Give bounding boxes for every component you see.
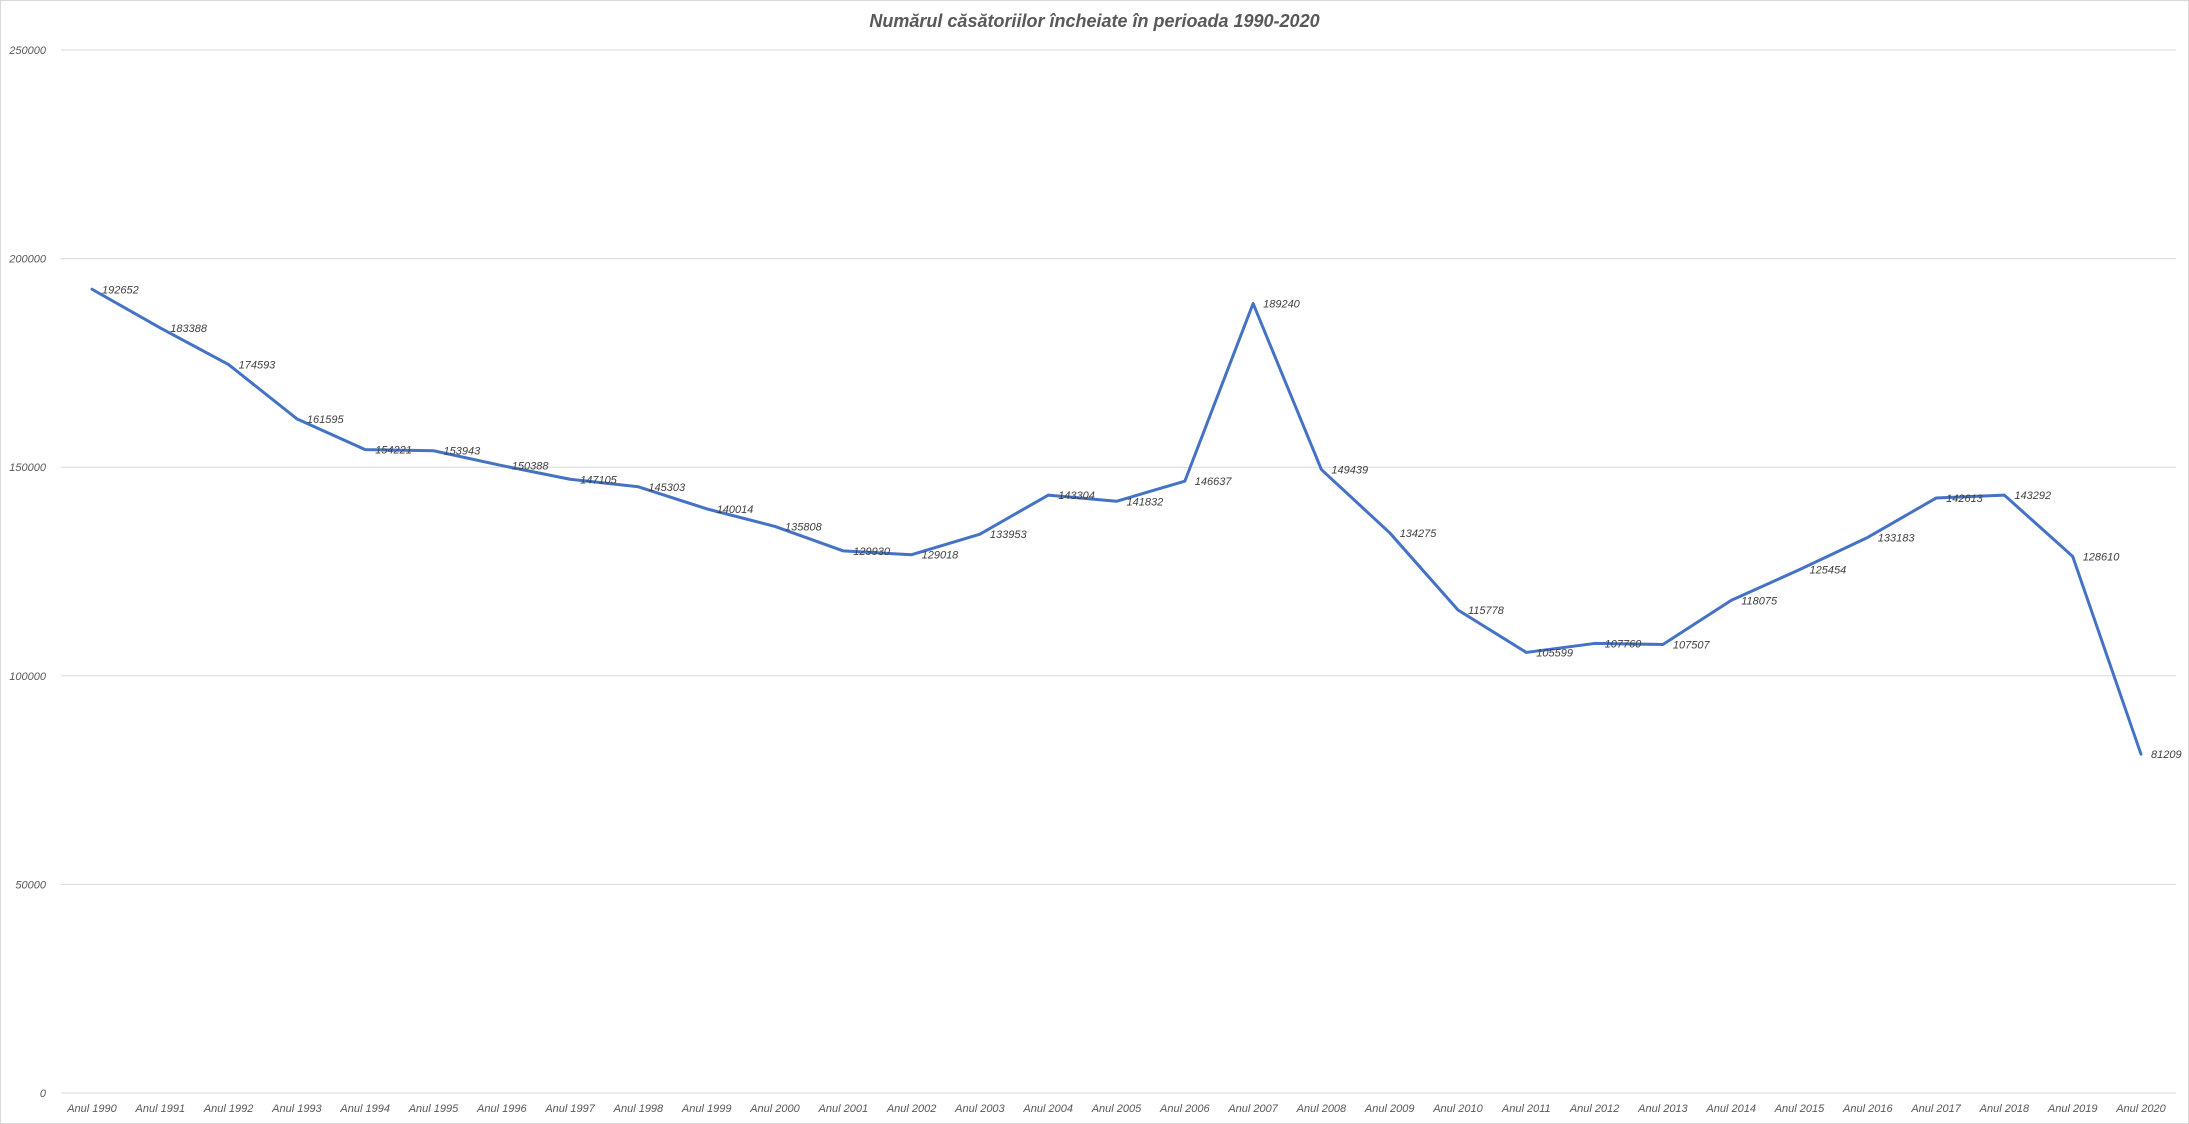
x-tick-label: Anul 2001	[818, 1103, 869, 1115]
data-label: 115778	[1468, 605, 1505, 617]
x-tick-label: Anul 1995	[408, 1103, 459, 1115]
series-line	[90, 287, 2143, 756]
x-tick-label: Anul 1997	[544, 1103, 595, 1115]
x-tick-label: Anul 1993	[271, 1103, 322, 1115]
x-tick-label: Anul 1996	[476, 1103, 527, 1115]
x-tick-label: Anul 2015	[1774, 1103, 1825, 1115]
data-label: 189240	[1263, 298, 1301, 310]
data-label: 143304	[1058, 490, 1095, 502]
x-tick-label: Anul 2018	[1979, 1103, 2030, 1115]
data-label: 149439	[1331, 465, 1368, 477]
x-tick-label: Anul 2019	[2047, 1103, 2098, 1115]
x-tick-label: Anul 2008	[1296, 1103, 1347, 1115]
data-label: 135808	[785, 521, 823, 533]
data-label: 146637	[1195, 476, 1233, 488]
x-tick-label: Anul 1992	[203, 1103, 254, 1115]
x-tick-label: Anul 2003	[954, 1103, 1005, 1115]
data-label: 153943	[444, 446, 482, 458]
x-tick-label: Anul 2020	[2115, 1103, 2166, 1115]
chart-title: Numărul căsătoriilor încheiate în perioa…	[869, 11, 1320, 31]
x-tick-label: Anul 1998	[613, 1103, 664, 1115]
data-label: 150388	[512, 461, 550, 473]
x-tick-label: Anul 2007	[1227, 1103, 1278, 1115]
x-tick-label: Anul 2004	[1022, 1103, 1073, 1115]
data-label: 143292	[2014, 490, 2051, 502]
data-label: 81209	[2151, 749, 2182, 761]
y-tick-label: 100000	[9, 671, 47, 683]
data-label: 141832	[1127, 496, 1164, 508]
x-tick-label: Anul 2002	[886, 1103, 937, 1115]
data-label: 129018	[922, 550, 960, 562]
data-label: 140014	[717, 504, 754, 516]
x-tick-label: Anul 2005	[1091, 1103, 1142, 1115]
data-label: 107507	[1673, 639, 1711, 651]
x-tick-label: Anul 2014	[1705, 1103, 1756, 1115]
x-tick-label: Anul 1999	[681, 1103, 732, 1115]
data-label: 107760	[1605, 638, 1643, 650]
data-label: 129930	[853, 546, 891, 558]
y-tick-label: 200000	[8, 254, 47, 266]
data-label: 145303	[648, 482, 686, 494]
data-label: 174593	[239, 360, 277, 372]
data-label: 133953	[990, 529, 1028, 541]
y-tick-label: 250000	[8, 45, 47, 57]
data-label: 147105	[580, 474, 618, 486]
y-tick-label: 0	[40, 1088, 47, 1100]
x-tick-label: Anul 1991	[135, 1103, 186, 1115]
data-label: 128610	[2083, 551, 2121, 563]
data-label: 118075	[1741, 595, 1778, 607]
x-tick-label: Anul 2012	[1569, 1103, 1620, 1115]
data-label: 133183	[1878, 532, 1916, 544]
data-label: 125454	[1810, 565, 1847, 577]
x-tick-label: Anul 2009	[1364, 1103, 1415, 1115]
x-tick-label: Anul 2010	[1432, 1103, 1483, 1115]
data-label: 134275	[1400, 528, 1438, 540]
x-tick-label: Anul 2011	[1501, 1103, 1551, 1115]
x-tick-label: Anul 2017	[1910, 1103, 1961, 1115]
y-tick-label: 150000	[9, 462, 47, 474]
x-tick-label: Anul 2000	[749, 1103, 800, 1115]
data-label: 142613	[1946, 493, 1984, 505]
x-tick-label: Anul 2016	[1842, 1103, 1893, 1115]
data-label: 105599	[1536, 647, 1573, 659]
data-label: 161595	[307, 414, 345, 426]
x-tick-label: Anul 1990	[66, 1103, 117, 1115]
x-tick-label: Anul 2013	[1637, 1103, 1688, 1115]
data-label: 154221	[375, 445, 412, 457]
data-label: 192652	[102, 284, 139, 296]
y-tick-label: 50000	[15, 879, 46, 891]
data-label: 183388	[170, 323, 208, 335]
x-tick-label: Anul 2006	[1159, 1103, 1210, 1115]
x-tick-label: Anul 1994	[339, 1103, 390, 1115]
